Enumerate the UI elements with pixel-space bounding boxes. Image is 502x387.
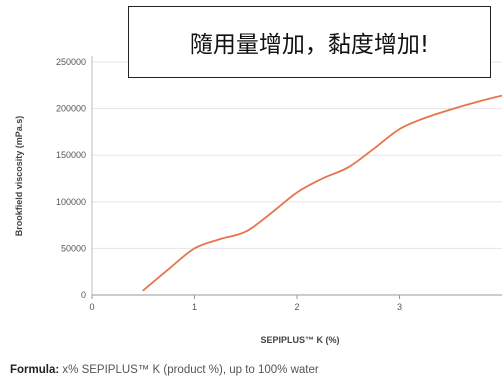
series-line-0 (142, 94, 502, 292)
axes (91, 56, 502, 299)
formula-text: x% SEPIPLUS™ K (product %), up to 100% w… (59, 364, 319, 376)
annotation-text: 隨用量增加，黏度增加! (189, 32, 430, 58)
formula-label: Formula: (10, 364, 60, 376)
x-tick-label-3: 3 (397, 302, 402, 312)
y-tick-label-4: 200000 (56, 104, 86, 114)
tick-labels: 0 50000 100000 150000 200000 250000 0 1 2 3 (56, 57, 402, 312)
y-tick-label-3: 150000 (56, 150, 86, 160)
y-tick-label-5: 250000 (56, 57, 86, 67)
y-tick-label-0: 0 (81, 290, 86, 300)
grid-lines (92, 61, 502, 249)
x-axis-title: SEPIPLUS™ K (%) (260, 335, 339, 345)
annotation-callout: 隨用量增加，黏度增加! (128, 6, 491, 78)
y-axis-title: Brookfield viscosity (mPa.s) (14, 116, 24, 237)
x-tick-label-0: 0 (89, 302, 94, 312)
x-tick-label-2: 2 (294, 302, 299, 312)
y-tick-label-2: 100000 (56, 197, 86, 207)
x-tick-label-1: 1 (192, 302, 197, 312)
y-tick-label-1: 50000 (61, 243, 86, 253)
formula-caption: Formula: x% SEPIPLUS™ K (product %), up … (10, 364, 319, 376)
series-layer (142, 94, 502, 292)
